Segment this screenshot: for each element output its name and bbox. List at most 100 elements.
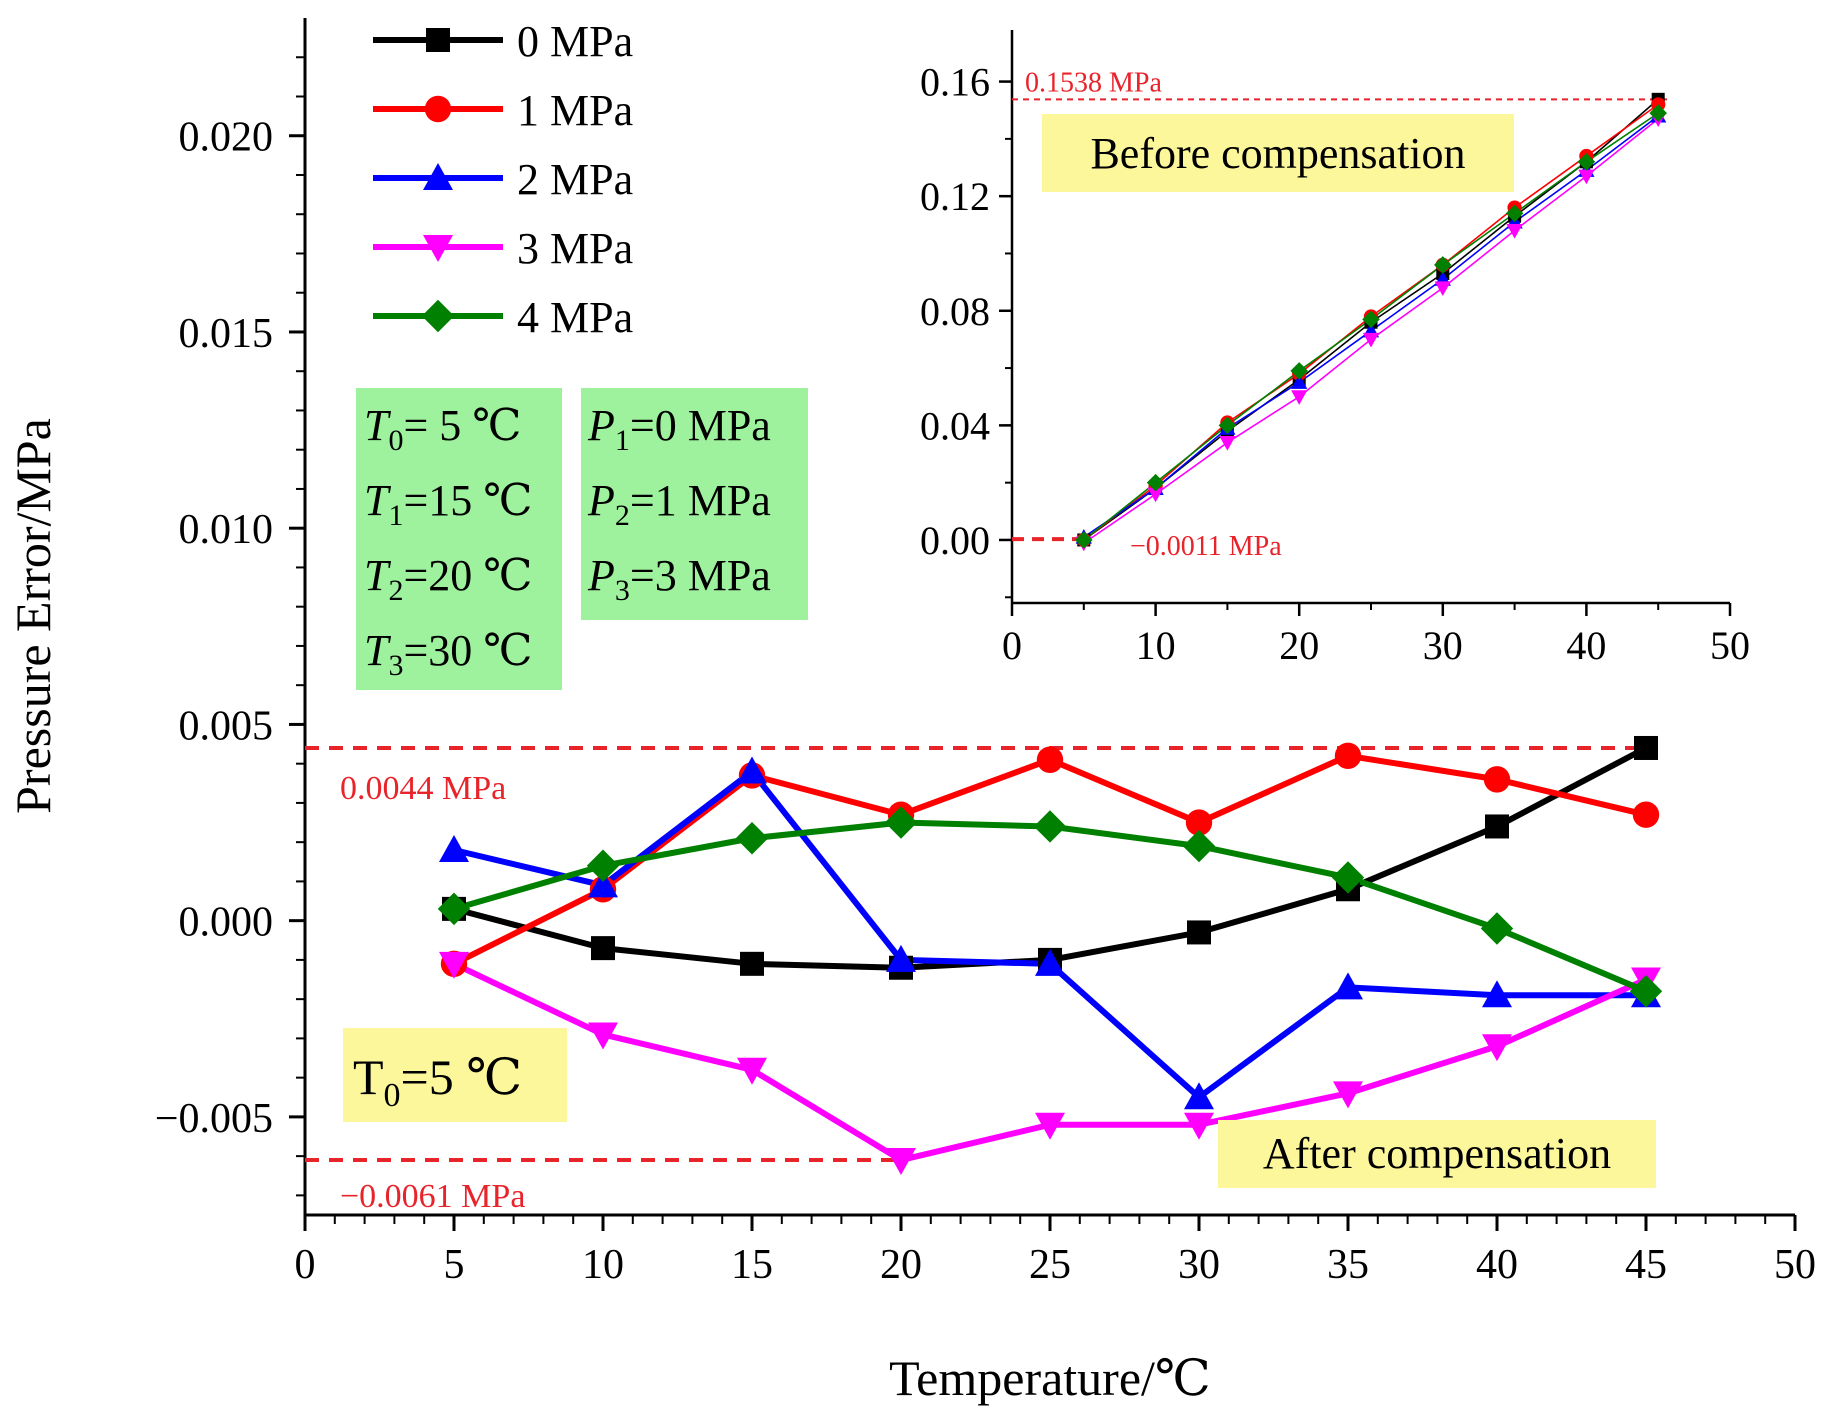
legend-label: 0 MPa (517, 17, 633, 66)
inset-x-tick-label: 40 (1566, 623, 1606, 668)
legend-label: 1 MPa (517, 86, 633, 135)
main-x-axis-title: Temperature/℃ (889, 1350, 1211, 1406)
temperature-info-subscript: 2 (388, 574, 403, 607)
data-point-3-mpa (886, 1148, 916, 1176)
pressure-info-line: P2=1 MPa (587, 476, 771, 532)
temperature-info-symbol: T (364, 401, 392, 450)
after-compensation-text: After compensation (1263, 1129, 1611, 1178)
data-point-3-mpa (1184, 1112, 1214, 1140)
inset-data-point-4-mpa (1218, 416, 1237, 435)
inset-data-point-3-mpa (1434, 281, 1451, 296)
pressure-info-symbol: P (587, 476, 615, 525)
pressure-info-symbol: P (587, 401, 615, 450)
main-x-tick-label: 35 (1327, 1242, 1369, 1288)
data-point-3-mpa (1333, 1081, 1363, 1109)
inset-data-point-4-mpa (1577, 153, 1596, 171)
data-point-3-mpa (588, 1022, 618, 1050)
legend-entry: 0 MPa (373, 17, 633, 66)
temperature-info-line: T3=30 ℃ (364, 626, 533, 682)
main-y-tick-label: 0.000 (179, 900, 274, 946)
pressure-info-line: P3=3 MPa (587, 551, 771, 607)
data-point-4-mpa (884, 806, 918, 839)
temperature-info-line: T1=15 ℃ (364, 476, 533, 532)
pressure-info-subscript: 1 (615, 424, 630, 457)
inset-x-tick-label: 0 (1002, 623, 1022, 668)
legend-marker (423, 235, 453, 262)
legend-marker (421, 299, 455, 333)
inset-data-point-4-mpa (1505, 204, 1524, 223)
inset-data-point-3-mpa (1291, 390, 1308, 405)
data-point-2-mpa (1184, 1082, 1214, 1110)
pressure-info-lines: P1=0 MPa P2=1 MPa P3=3 MPa (587, 401, 771, 607)
inset-x-tick-label: 20 (1279, 623, 1319, 668)
data-point-4-mpa (437, 892, 471, 926)
inset-min-label: −0.0011 MPa (1130, 531, 1282, 562)
pressure-info-value: =0 MPa (630, 401, 771, 450)
main-y-tick-label: 0.010 (179, 507, 274, 553)
main-y-ticks: −0.005 0.000 0.005 0.010 0.015 0.020 (155, 56, 305, 1197)
main-y-tick-label: 0.005 (179, 703, 274, 749)
data-point-3-mpa (1035, 1112, 1065, 1140)
legend-marker (423, 163, 453, 190)
main-x-tick-label: 30 (1178, 1242, 1220, 1288)
legend-entry: 3 MPa (373, 224, 633, 273)
inset-x-tick-label: 30 (1423, 623, 1463, 668)
temperature-info-box-bg (356, 388, 562, 690)
temperature-info-symbol: T (364, 476, 392, 525)
data-point-0-mpa (1634, 735, 1658, 760)
data-point-2-mpa (1035, 948, 1065, 976)
inset-data-point-2-mpa (1291, 374, 1308, 389)
inset-data-point-4-mpa (1146, 473, 1165, 492)
data-point-2-mpa (1482, 980, 1512, 1008)
data-point-0-mpa (740, 951, 764, 976)
data-point-0-mpa (1187, 920, 1211, 945)
inset-data-point-4-mpa (1649, 104, 1667, 122)
data-point-2-mpa (886, 944, 916, 972)
t0-label-box (343, 1028, 567, 1122)
inset-data-point-3-mpa (1362, 332, 1380, 348)
temperature-info-subscript: 3 (388, 649, 403, 682)
inset-chart: 0 10 20 30 40 50 0.00 0.04 0.08 0.12 0.16 0.1538 … (920, 30, 1750, 668)
data-point-4-mpa (1629, 975, 1663, 1008)
data-point-4-mpa (586, 849, 620, 882)
data-point-0-mpa (1485, 814, 1509, 839)
legend: 0 MPa 1 MPa 2 MPa 3 MPa 4 MPa (373, 17, 633, 342)
main-x-tick-label: 5 (444, 1242, 465, 1288)
t0-label: T0=5 ℃ (343, 1028, 567, 1122)
before-compensation-box (1042, 114, 1514, 192)
min-error-label: −0.0061 MPa (340, 1178, 525, 1215)
pressure-info-line: P1=0 MPa (587, 401, 771, 457)
temperature-info-line: T0= 5 ℃ (364, 401, 522, 457)
inset-y-tick-label: 0.16 (920, 60, 990, 105)
main-x-tick-label: 15 (731, 1242, 773, 1288)
data-point-4-mpa (735, 822, 769, 855)
data-point-3-mpa (1482, 1034, 1512, 1062)
data-point-0-mpa (591, 936, 615, 961)
inset-x-ticks: 0 10 20 30 40 50 (1002, 603, 1750, 668)
data-point-4-mpa (1331, 861, 1365, 894)
inset-y-tick-label: 0.04 (920, 403, 990, 448)
inset-data-point-4-mpa (1290, 362, 1308, 380)
data-point-2-mpa (737, 756, 767, 784)
main-y-tick-label: 0.020 (179, 115, 274, 161)
main-y-tick-label: 0.015 (179, 311, 274, 357)
main-series-group (437, 735, 1663, 1176)
legend-entry: 4 MPa (373, 293, 633, 342)
after-compensation-box (1218, 1120, 1656, 1188)
pressure-info-box: P1=0 MPa P2=1 MPa P3=3 MPa (581, 388, 808, 620)
legend-label: 3 MPa (517, 224, 633, 273)
data-point-2-mpa (588, 870, 618, 898)
inset-series-group (1075, 92, 1667, 552)
main-x-tick-label: 50 (1774, 1242, 1816, 1288)
data-point-1-mpa (1632, 801, 1660, 828)
inset-data-point-3-mpa (1578, 169, 1595, 185)
data-point-1-mpa (1334, 742, 1362, 770)
data-point-4-mpa (1182, 829, 1216, 863)
pressure-info-subscript: 3 (615, 574, 630, 607)
data-point-2-mpa (439, 835, 469, 863)
inset-data-point-3-mpa (1147, 487, 1164, 503)
main-x-tick-label: 25 (1029, 1242, 1071, 1288)
temperature-info-value: =15 ℃ (403, 476, 532, 525)
inset-max-label: 0.1538 MPa (1025, 67, 1162, 98)
